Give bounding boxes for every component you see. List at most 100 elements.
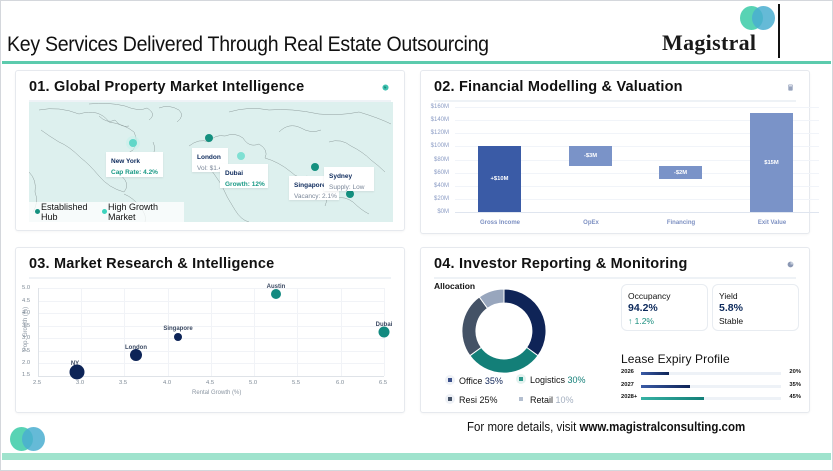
- logo-circles-icon: [740, 6, 780, 30]
- bubble-label: Dubai: [375, 322, 393, 328]
- page-title: Key Services Delivered Through Real Esta…: [7, 33, 489, 56]
- footer-logo-icon: [10, 427, 50, 451]
- bubble-label: Singapore: [163, 326, 193, 332]
- card-divider: [434, 100, 796, 102]
- y-tick: $140M: [430, 117, 449, 123]
- home-icon: [445, 394, 455, 404]
- lease-bar-track: [641, 372, 781, 375]
- tooltip-new-york: New York Cap Rate: 4.2%: [106, 152, 163, 177]
- gridline: [38, 288, 384, 289]
- footer-bar: [2, 453, 831, 460]
- bubble-label: London: [125, 345, 147, 351]
- world-map[interactable]: New York Cap Rate: 4.2% London Vol: $1.4…: [29, 102, 393, 222]
- y-tick: $0M: [437, 209, 449, 215]
- gridline: [341, 288, 342, 376]
- logo-text: Magistral: [662, 30, 757, 55]
- footer-cta: For more details, visit www.magistralcon…: [467, 420, 746, 434]
- bubble-dubai[interactable]: [378, 326, 390, 338]
- gridline: [455, 173, 819, 174]
- gridline: [38, 363, 384, 364]
- y-tick: $160M: [430, 104, 449, 110]
- card-investor-reporting: 04. Investor Reporting & Monitoring Allo…: [420, 247, 810, 413]
- gridline: [455, 120, 819, 121]
- map-pin-london[interactable]: [205, 134, 213, 142]
- bubble-ny[interactable]: [69, 364, 85, 380]
- card-market-research: 03. Market Research & Intelligence 5.0 4…: [15, 247, 405, 413]
- globe-icon: [382, 84, 389, 91]
- gridline: [455, 160, 819, 161]
- gridline: [38, 313, 384, 314]
- x-axis: [455, 212, 819, 213]
- map-pin-new-york-dot[interactable]: [129, 139, 137, 147]
- card-divider: [29, 100, 391, 102]
- gridline: [38, 351, 384, 352]
- lease-row-2026: 2026 20%: [621, 369, 801, 375]
- x-category: Gross Income: [479, 220, 520, 226]
- calculator-icon: [788, 84, 793, 91]
- x-category: Exit Value: [757, 220, 787, 226]
- lease-row-2027: 2027 35%: [621, 382, 801, 388]
- y-tick: 2.5: [22, 348, 31, 354]
- x-category: Financing: [666, 220, 696, 226]
- bubble-austin[interactable]: [271, 289, 281, 299]
- y-tick: 4.0: [22, 310, 31, 316]
- lease-bar-track: [641, 385, 781, 388]
- gridline: [168, 288, 169, 376]
- x-tick: 4.0: [163, 380, 172, 386]
- gridline: [297, 288, 298, 376]
- map-pin-dubai[interactable]: [237, 152, 245, 160]
- x-tick: 6.0: [336, 380, 345, 386]
- card-title: 01. Global Property Market Intelligence: [29, 79, 305, 95]
- card-title: 02. Financial Modelling & Valuation: [434, 79, 683, 95]
- bubble-label: NY: [70, 361, 80, 367]
- bar-financing[interactable]: -$2M: [659, 166, 702, 179]
- tag-icon: [516, 394, 526, 404]
- bar-opex[interactable]: -$3M: [569, 146, 612, 166]
- y-tick: $40M: [433, 183, 449, 189]
- map-pin-singapore[interactable]: [311, 163, 319, 171]
- gridline: [81, 288, 82, 376]
- y-axis: [38, 288, 39, 376]
- legend-dot-icon: [35, 209, 40, 214]
- y-axis-title: Pop. Growth (%): [23, 306, 29, 352]
- y-tick: 2.0: [22, 360, 31, 366]
- map-pin-sydney[interactable]: [346, 190, 354, 198]
- y-tick: 4.5: [22, 298, 31, 304]
- gridline: [455, 146, 819, 147]
- legend-retail: Retail 10%: [516, 394, 574, 405]
- allocation-donut-chart[interactable]: [461, 288, 547, 374]
- y-tick: $100M: [430, 143, 449, 149]
- x-tick: 4.5: [206, 380, 215, 386]
- y-tick: 3.0: [22, 335, 31, 341]
- legend-logistics: Logistics 30%: [516, 374, 586, 385]
- bubble-london[interactable]: [130, 349, 142, 361]
- x-tick: 3.5: [119, 380, 128, 386]
- pie-chart-icon: [787, 261, 794, 268]
- waterfall-chart: $160M $140M $120M $100M $80M $60M $40M $…: [421, 101, 821, 231]
- bar-exit-value[interactable]: $15M: [750, 113, 793, 212]
- x-tick: 6.5: [379, 380, 388, 386]
- footer-url-link[interactable]: www.magistralconsulting.com: [579, 420, 746, 434]
- gridline: [455, 133, 819, 134]
- gridline: [455, 199, 819, 200]
- tooltip-dubai: Dubai Growth: 12%: [220, 164, 268, 188]
- x-tick: 5.0: [249, 380, 258, 386]
- x-axis: [38, 376, 384, 377]
- y-tick: $80M: [433, 157, 449, 163]
- y-tick: $60M: [433, 170, 449, 176]
- x-category: OpEx: [583, 220, 599, 226]
- legend-dot-icon: [102, 209, 107, 214]
- gridline: [455, 186, 819, 187]
- truck-icon: [516, 374, 526, 384]
- gridline: [38, 301, 384, 302]
- card-financial-modelling: 02. Financial Modelling & Valuation $160…: [420, 70, 819, 234]
- card-title: 04. Investor Reporting & Monitoring: [434, 256, 688, 272]
- bar-gross-income[interactable]: +$10M: [478, 146, 521, 212]
- y-tick: $120M: [430, 130, 449, 136]
- tooltip-sydney: Sydney Supply: Low: [324, 167, 374, 191]
- bubble-label: Austin: [266, 284, 286, 290]
- kpi-yield: Yield 5.8% Stable: [712, 284, 799, 331]
- gridline: [254, 288, 255, 376]
- card-divider: [434, 277, 796, 279]
- bubble-singapore[interactable]: [174, 333, 182, 341]
